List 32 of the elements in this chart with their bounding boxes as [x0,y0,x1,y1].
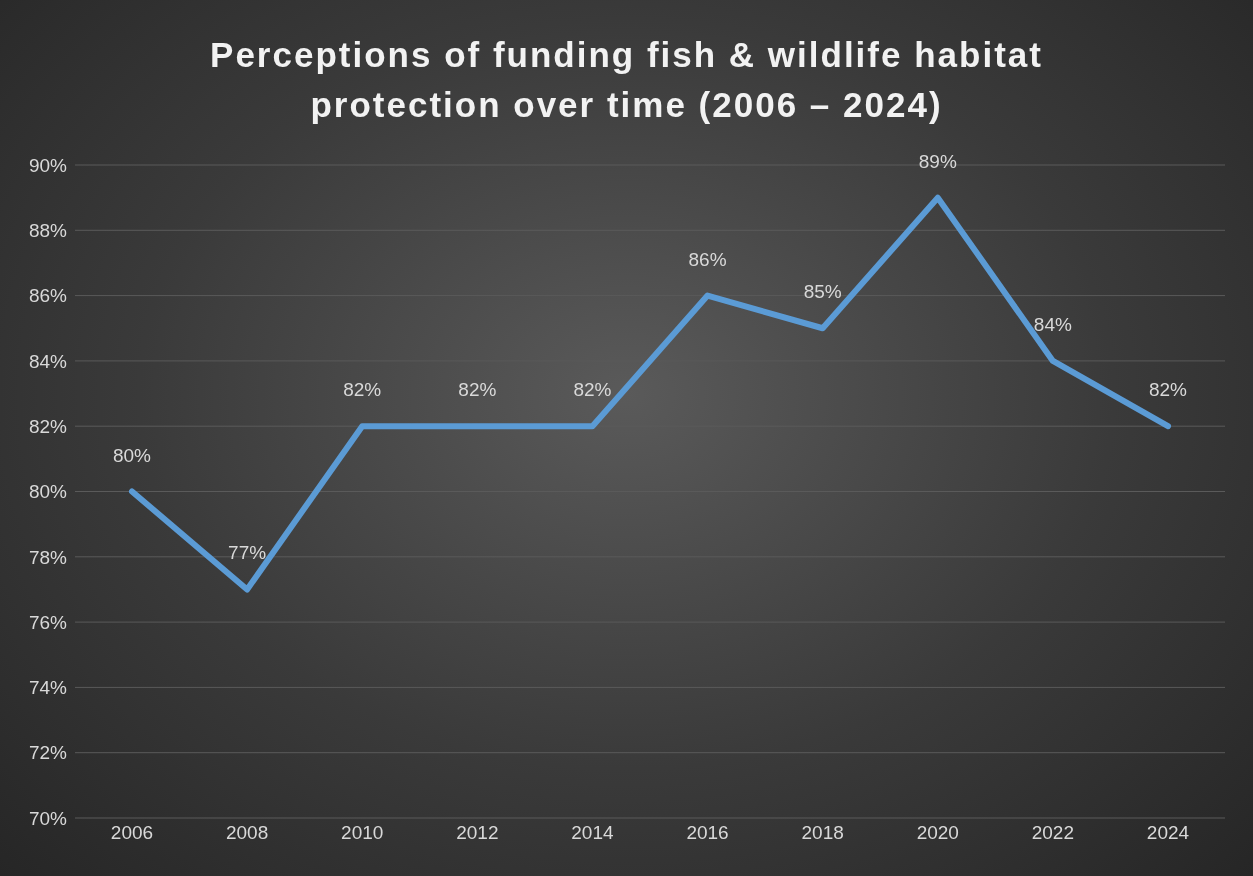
y-tick-label: 74% [28,677,68,699]
data-label: 86% [688,248,727,270]
data-label: 77% [228,542,267,564]
y-tick-label: 80% [28,481,68,503]
data-label: 85% [803,281,842,303]
x-tick-label: 2022 [1031,822,1075,844]
chart-title: Perceptions of funding fish & wildlife habitat protection over time (2006 – 2024) [209,34,1044,126]
data-label: 89% [918,150,957,172]
data-label: 84% [1033,313,1073,335]
y-tick-label: 84% [28,350,68,372]
y-tick-label: 86% [28,285,68,307]
data-label: 82% [573,379,612,401]
y-tick-label: 72% [28,742,68,764]
x-tick-label: 2024 [1146,822,1190,844]
x-tick-label: 2020 [916,822,959,844]
y-tick-label: 90% [28,154,68,176]
data-label: 82% [343,379,382,401]
x-tick-label: 2010 [341,822,384,844]
data-label: 80% [112,444,152,466]
y-tick-label: 70% [28,807,68,829]
y-tick-label: 78% [28,546,68,568]
data-label: 82% [1148,379,1188,401]
y-tick-label: 82% [28,415,68,437]
y-tick-label: 76% [28,611,68,633]
x-tick-label: 2016 [686,822,729,844]
x-tick-label: 2012 [456,822,499,844]
y-tick-label: 88% [28,220,68,242]
x-tick-label: 2008 [225,822,269,844]
x-tick-label: 2018 [801,822,844,844]
data-label: 82% [458,379,497,401]
x-tick-label: 2006 [110,822,154,844]
x-tick-label: 2014 [571,822,614,844]
